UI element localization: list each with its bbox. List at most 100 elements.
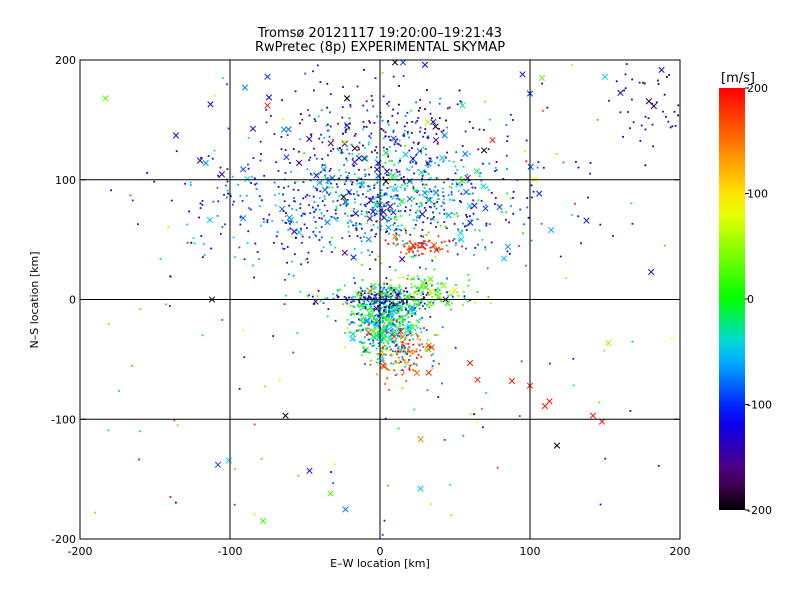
scatter-point	[374, 286, 377, 289]
scatter-point	[383, 194, 386, 196]
scatter-point	[378, 294, 381, 297]
scatter-point	[385, 205, 387, 208]
scatter-point	[496, 466, 499, 469]
scatter-point-cross	[264, 102, 271, 109]
scatter-point	[402, 350, 405, 353]
scatter-point	[420, 235, 423, 237]
scatter-point	[476, 218, 479, 221]
scatter-point	[425, 171, 427, 173]
scatter-point	[360, 324, 362, 327]
scatter-point	[414, 311, 417, 314]
scatter-point	[486, 186, 489, 189]
scatter-point	[199, 202, 202, 205]
scatter-point	[377, 196, 379, 199]
scatter-point	[473, 413, 475, 416]
scatter-point	[434, 293, 437, 296]
scatter-point	[173, 419, 176, 422]
scatter-point	[402, 319, 404, 322]
scatter-point	[249, 208, 252, 211]
scatter-point	[319, 81, 322, 83]
scatter-point	[526, 197, 529, 199]
scatter-point-cross	[402, 151, 409, 158]
scatter-point	[391, 322, 394, 325]
scatter-point	[402, 134, 405, 137]
scatter-point	[354, 282, 356, 285]
scatter-point	[398, 287, 401, 289]
scatter-point	[522, 223, 525, 226]
scatter-point	[367, 297, 370, 300]
scatter-point	[344, 131, 347, 134]
scatter-point	[394, 291, 397, 293]
scatter-point	[393, 210, 396, 212]
scatter-point	[673, 110, 676, 113]
y-tick-label: 0	[69, 294, 76, 307]
scatter-point	[374, 295, 377, 298]
scatter-point	[364, 306, 367, 308]
scatter-point	[310, 174, 313, 176]
scatter-point	[397, 210, 400, 213]
scatter-point	[139, 430, 141, 433]
scatter-point	[369, 300, 372, 302]
scatter-point	[546, 106, 549, 109]
scatter-point	[436, 287, 439, 290]
scatter-point	[363, 181, 366, 184]
scatter-point	[258, 195, 261, 198]
scatter-point	[388, 321, 391, 324]
scatter-point	[450, 514, 453, 517]
scatter-point	[304, 258, 307, 261]
scatter-point	[432, 211, 435, 214]
scatter-point	[405, 380, 408, 382]
scatter-point	[368, 211, 370, 214]
scatter-point	[232, 200, 235, 203]
scatter-point	[385, 231, 387, 233]
scatter-point-cross	[202, 159, 209, 167]
scatter-point	[408, 306, 410, 309]
scatter-point	[410, 315, 413, 318]
scatter-point	[361, 263, 363, 266]
scatter-point	[407, 346, 410, 348]
scatter-point-cross	[410, 242, 417, 249]
scatter-point	[389, 319, 392, 321]
scatter-point	[238, 387, 241, 390]
scatter-point	[369, 363, 372, 366]
scatter-point	[353, 135, 356, 137]
x-tick-label: 0	[377, 545, 384, 558]
scatter-point	[380, 225, 382, 228]
scatter-point	[624, 73, 627, 76]
scatter-point	[453, 291, 456, 294]
scatter-point	[674, 125, 677, 127]
scatter-point	[506, 168, 508, 170]
scatter-point	[450, 212, 453, 214]
scatter-point-cross	[462, 188, 470, 196]
scatter-point	[408, 149, 411, 152]
scatter-point	[418, 318, 421, 321]
scatter-point	[390, 169, 393, 172]
scatter-point	[409, 321, 411, 324]
scatter-point	[391, 330, 394, 333]
scatter-point	[436, 282, 439, 285]
scatter-point	[414, 299, 417, 302]
scatter-point	[354, 132, 357, 135]
scatter-point	[337, 149, 340, 152]
scatter-point	[347, 225, 350, 228]
scatter-point	[384, 308, 387, 311]
scatter-point	[406, 351, 409, 354]
scatter-point	[176, 424, 179, 427]
scatter-point	[227, 127, 230, 130]
scatter-point	[393, 222, 396, 225]
scatter-point	[343, 295, 346, 298]
scatter-point	[351, 321, 354, 324]
scatter-point	[391, 177, 394, 180]
scatter-point	[502, 178, 505, 180]
scatter-point	[358, 324, 361, 327]
scatter-point	[366, 109, 369, 112]
scatter-point	[396, 138, 398, 141]
scatter-point	[448, 160, 451, 162]
scatter-point	[268, 213, 271, 216]
scatter-point	[458, 89, 461, 92]
scatter-point	[328, 186, 330, 189]
scatter-point	[382, 303, 385, 306]
scatter-point	[488, 162, 491, 165]
scatter-point	[441, 248, 444, 250]
